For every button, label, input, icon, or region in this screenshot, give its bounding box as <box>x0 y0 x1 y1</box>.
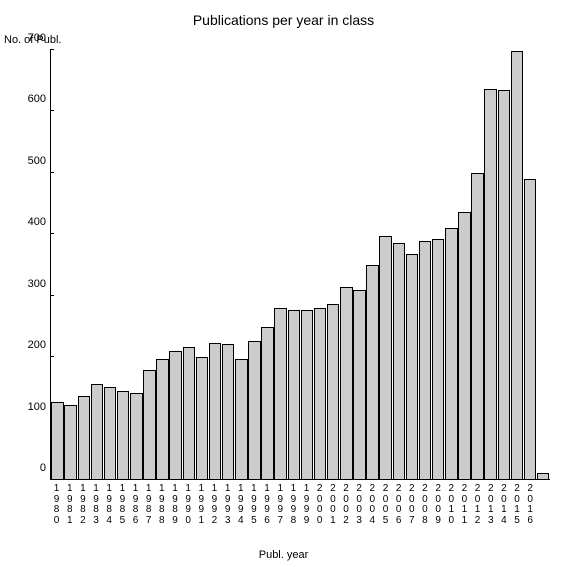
y-tick-label: 100 <box>28 401 46 413</box>
y-tick-label: 200 <box>28 339 46 351</box>
bar <box>419 241 432 479</box>
bar <box>248 341 261 479</box>
bar <box>393 243 406 480</box>
x-tick-label: 1996 <box>261 480 274 540</box>
x-tick-label: 1987 <box>142 480 155 540</box>
y-ticks: 0100200300400500600700 <box>0 50 50 480</box>
y-tick-label: 400 <box>28 216 46 228</box>
bar <box>432 239 445 479</box>
bar <box>471 173 484 479</box>
bar <box>445 228 458 479</box>
x-tick-label: 1984 <box>103 480 116 540</box>
x-tick-label: 1997 <box>274 480 287 540</box>
bar <box>314 308 327 479</box>
bar <box>458 212 471 479</box>
x-tick-label: 2015 <box>510 480 523 540</box>
plot-area <box>50 50 550 480</box>
bar <box>340 287 353 479</box>
bar <box>524 179 537 479</box>
x-tick-label: 2014 <box>497 480 510 540</box>
bar <box>91 384 104 479</box>
x-tick-label: 1988 <box>155 480 168 540</box>
bar <box>366 265 379 479</box>
x-tick-label: 1993 <box>221 480 234 540</box>
x-tick-label: 1981 <box>63 480 76 540</box>
x-tick-label: 1991 <box>195 480 208 540</box>
y-tick-label: 500 <box>28 155 46 167</box>
bar <box>379 236 392 479</box>
x-tick-label: 2001 <box>326 480 339 540</box>
bar <box>498 90 511 479</box>
x-tick-label: 2007 <box>405 480 418 540</box>
chart-title: Publications per year in class <box>0 12 567 28</box>
x-tick-label: 2012 <box>471 480 484 540</box>
y-tick-label: 300 <box>28 278 46 290</box>
bars-group <box>51 50 550 479</box>
bar <box>301 310 314 479</box>
bar <box>261 327 274 479</box>
x-tick-label: 1994 <box>234 480 247 540</box>
y-tick-label: 0 <box>40 462 46 474</box>
x-tick-label: 2010 <box>445 480 458 540</box>
bar <box>222 344 235 479</box>
bar <box>235 359 248 479</box>
x-tick-label: 1982 <box>76 480 89 540</box>
bar <box>64 405 77 479</box>
x-tick-label: 2004 <box>366 480 379 540</box>
bar <box>169 351 182 479</box>
bar <box>156 359 169 479</box>
x-tick-label: 2000 <box>313 480 326 540</box>
x-tick-label: 1995 <box>247 480 260 540</box>
x-tick-label: 2002 <box>339 480 352 540</box>
bar <box>117 391 130 479</box>
x-tick-label: 2005 <box>379 480 392 540</box>
x-tick-label: 1998 <box>287 480 300 540</box>
bar <box>406 254 419 479</box>
x-tick-label: 2003 <box>353 480 366 540</box>
bar <box>327 304 340 479</box>
bar <box>183 347 196 479</box>
bar <box>196 357 209 479</box>
bar <box>130 393 143 479</box>
bar <box>143 370 156 479</box>
x-ticks: 1980198119821983198419851986198719881989… <box>50 480 550 540</box>
x-tick-label: 1983 <box>89 480 102 540</box>
x-tick-label: 2009 <box>432 480 445 540</box>
x-tick-label: 1992 <box>208 480 221 540</box>
bar <box>288 310 301 479</box>
bar <box>104 387 117 479</box>
x-axis-title: Publ. year <box>0 549 567 561</box>
x-tick-label: 2016 <box>524 480 537 540</box>
x-tick-label <box>537 480 550 540</box>
bar <box>484 89 497 479</box>
chart-container: Publications per year in class No. of Pu… <box>0 0 567 567</box>
x-tick-label: 2008 <box>418 480 431 540</box>
x-tick-label: 1989 <box>168 480 181 540</box>
x-tick-label: 1999 <box>300 480 313 540</box>
x-tick-label: 1986 <box>129 480 142 540</box>
y-tick-label: 600 <box>28 93 46 105</box>
x-tick-label: 1990 <box>182 480 195 540</box>
x-tick-label: 2006 <box>392 480 405 540</box>
x-tick-label: 2013 <box>484 480 497 540</box>
bar <box>353 290 366 479</box>
x-tick-label: 1985 <box>116 480 129 540</box>
bar <box>209 343 222 479</box>
bar <box>511 51 524 479</box>
x-tick-label: 1980 <box>50 480 63 540</box>
y-tick-label: 700 <box>28 32 46 44</box>
bar <box>274 308 287 479</box>
bar <box>78 396 91 479</box>
x-tick-label: 2011 <box>458 480 471 540</box>
bar <box>537 473 550 479</box>
bar <box>51 402 64 479</box>
